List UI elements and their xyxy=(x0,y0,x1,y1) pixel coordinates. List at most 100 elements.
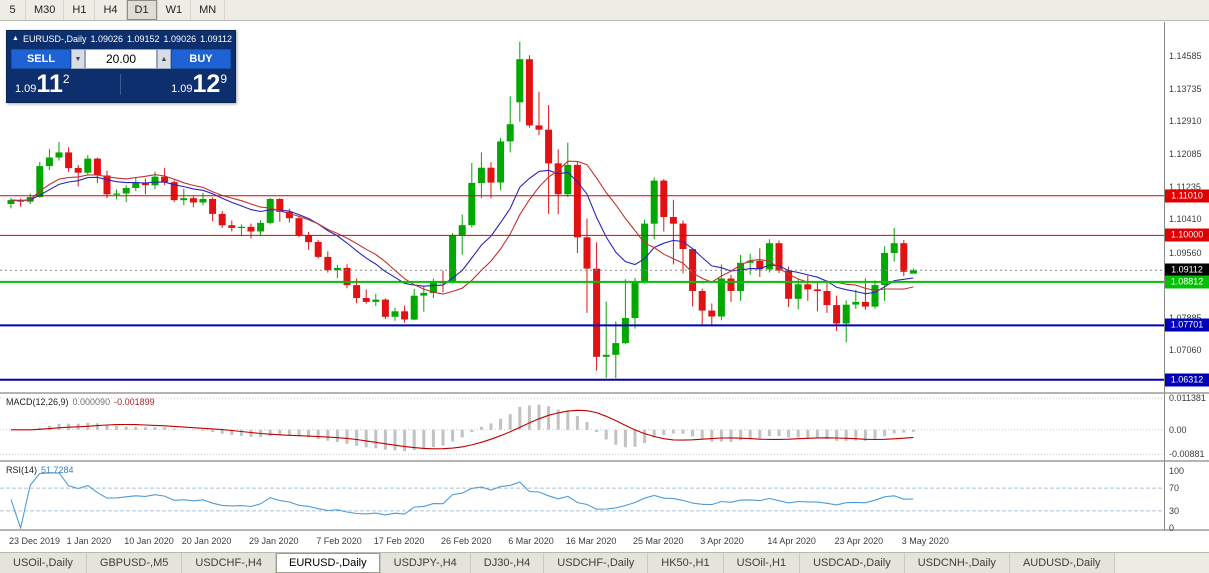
line-price-label: 1.11010 xyxy=(1165,189,1209,203)
rsi-line xyxy=(10,472,914,529)
rsi-indicator-label: RSI(14) 51.7284 xyxy=(6,465,78,475)
date-axis-label: 25 Mar 2020 xyxy=(633,536,684,546)
chart-tab-usdjpy-h4[interactable]: USDJPY-,H4 xyxy=(380,553,471,573)
macd-name: MACD(12,26,9) xyxy=(6,397,69,407)
chart-symbol-label: EURUSD-,Daily xyxy=(22,33,87,44)
buy-price-prefix: 1.09 xyxy=(171,83,193,95)
ohlc-high: 1.09152 xyxy=(127,33,160,44)
macd-histogram-layer xyxy=(19,404,915,452)
timeframe-button-5[interactable]: 5 xyxy=(0,0,26,20)
rsi-axis-tick: 100 xyxy=(1169,466,1185,476)
macd-axis-tick: -0.00881 xyxy=(1169,449,1205,460)
timeframe-button-mn[interactable]: MN xyxy=(191,0,226,20)
main-price-chart[interactable] xyxy=(0,22,1164,392)
date-axis-label: 7 Feb 2020 xyxy=(316,536,362,546)
chart-tabs-bar: USOil-,Daily GBPUSD-,M5 USDCHF-,H4 EURUSD-,… xyxy=(0,552,1209,573)
rsi-value: 51.7284 xyxy=(41,465,74,475)
date-axis-label: 3 May 2020 xyxy=(901,536,949,546)
sell-button[interactable]: SELL xyxy=(11,49,71,69)
one-click-trading-panel: ▲ EURUSD-,Daily 1.09026 1.09152 1.09026 … xyxy=(6,30,236,103)
arrow-up-icon: ▲ xyxy=(160,55,168,63)
macd-main-value: 0.000090 xyxy=(72,397,111,407)
line-price-label: 1.08812 xyxy=(1165,275,1209,289)
rsi-axis-tick: 70 xyxy=(1169,483,1180,494)
macd-signal-value: -0.001899 xyxy=(114,397,155,407)
chart-tab-usdchf-h4[interactable]: USDCHF-,H4 xyxy=(182,553,276,573)
sell-price-display: 1.09 11 2 xyxy=(15,72,70,97)
macd-indicator-chart[interactable] xyxy=(0,394,1164,460)
date-axis-label: 29 Jan 2020 xyxy=(249,536,299,546)
macd-levels-layer xyxy=(0,397,1164,455)
panel-splitter[interactable] xyxy=(0,460,1209,462)
price-axis-tick: 1.07885 xyxy=(1169,313,1202,323)
chart-tab-usdcnh-daily[interactable]: USDCNH-,Daily xyxy=(904,553,1010,573)
macd-axis-tick: 0.00 xyxy=(1169,424,1187,435)
timeframe-button-d1[interactable]: D1 xyxy=(126,0,158,20)
line-price-label: 1.06312 xyxy=(1165,373,1209,387)
chart-tab-usoil-h1[interactable]: USOil-,H1 xyxy=(723,553,801,573)
rsi-axis-tick: 30 xyxy=(1169,505,1180,516)
price-axis-tick: 1.13735 xyxy=(1169,84,1202,95)
price-axis-tick: 1.12910 xyxy=(1169,116,1202,127)
sell-price-pip: 2 xyxy=(62,72,70,86)
chart-tab-audusd-daily[interactable]: AUDUSD-,Daily xyxy=(1009,553,1115,573)
panel-splitter[interactable] xyxy=(0,529,1209,531)
panel-splitter[interactable] xyxy=(0,392,1209,394)
buy-price-pip: 9 xyxy=(220,72,227,86)
price-axis-border xyxy=(1164,22,1165,530)
buy-price-big: 12 xyxy=(192,70,221,98)
line-price-label: 1.07701 xyxy=(1165,318,1209,332)
buy-button[interactable]: BUY xyxy=(171,49,231,69)
rsi-indicator-chart[interactable] xyxy=(0,462,1164,529)
timeframe-button-m30[interactable]: M30 xyxy=(26,0,65,20)
rsi-axis-tick: 0 xyxy=(1169,523,1175,533)
ohlc-low: 1.09026 xyxy=(163,33,197,44)
chart-tab-eurusd-daily[interactable]: EURUSD-,Daily xyxy=(276,553,381,573)
chart-tab-usoil-daily[interactable]: USOil-,Daily xyxy=(0,553,87,573)
line-price-label: 1.10000 xyxy=(1165,228,1209,242)
date-axis-label: 14 Apr 2020 xyxy=(767,536,816,546)
date-axis-label: 3 Apr 2020 xyxy=(700,536,744,546)
sell-price-big: 11 xyxy=(36,70,63,98)
timeframe-toolbar: 5 M30 H1 H4 D1 W1 MN xyxy=(0,0,1209,21)
date-axis-label: 10 Jan 2020 xyxy=(124,536,174,546)
price-axis-tick: 1.11235 xyxy=(1169,182,1201,193)
time-axis[interactable]: 23 Dec 2019 1 Jan 2020 10 Jan 2020 20 Jan 2… xyxy=(0,531,1164,552)
chart-tab-usdchf-daily[interactable]: USDCHF-,Daily xyxy=(544,553,649,573)
price-axis-tick: 1.14585 xyxy=(1169,50,1202,61)
macd-indicator-label: MACD(12,26,9) 0.000090 -0.001899 xyxy=(6,397,159,407)
date-axis-label: 1 Jan 2020 xyxy=(66,536,112,546)
ohlc-open: 1.09026 xyxy=(90,33,123,44)
timeframe-button-h1[interactable]: H1 xyxy=(64,0,96,20)
chart-tab-hk50-h1[interactable]: HK50-,H1 xyxy=(648,553,724,573)
date-axis-label: 17 Feb 2020 xyxy=(373,536,425,546)
macd-axis-tick: 0.011381 xyxy=(1169,392,1206,403)
volume-decrease-button[interactable]: ▼ xyxy=(71,49,85,69)
date-axis-label: 6 Mar 2020 xyxy=(508,536,554,546)
macd-signal-line xyxy=(11,409,914,450)
timeframe-button-h4[interactable]: H4 xyxy=(95,0,127,20)
ohlc-close: 1.09112 xyxy=(200,33,232,44)
date-axis-label: 16 Mar 2020 xyxy=(565,536,617,546)
arrow-down-icon: ▼ xyxy=(74,55,82,63)
collapse-panel-icon[interactable]: ▲ xyxy=(12,35,19,42)
buy-price-display: 1.09 12 9 xyxy=(171,72,227,97)
chart-tab-gbpusd-m5[interactable]: GBPUSD-,M5 xyxy=(86,553,183,573)
date-axis-label: 23 Dec 2019 xyxy=(9,536,61,546)
current-price-label: 1.09112 xyxy=(1165,263,1209,277)
price-axis-tick: 1.09560 xyxy=(1169,247,1202,258)
rsi-name: RSI(14) xyxy=(6,465,38,475)
trade-controls-row: SELL ▼ ▲ BUY xyxy=(7,46,235,71)
date-axis-label: 20 Jan 2020 xyxy=(181,536,232,546)
timeframe-button-w1[interactable]: W1 xyxy=(157,0,192,20)
chart-tab-dj30-h4[interactable]: DJ30-,H4 xyxy=(470,553,545,573)
volume-input[interactable] xyxy=(85,49,157,69)
horizontal-lines-layer xyxy=(0,195,1164,381)
volume-increase-button[interactable]: ▲ xyxy=(157,49,171,69)
price-divider xyxy=(119,74,121,95)
chart-tab-usdcad-daily[interactable]: USDCAD-,Daily xyxy=(800,553,905,573)
chart-info-header: ▲ EURUSD-,Daily 1.09026 1.09152 1.09026 … xyxy=(7,31,235,46)
price-axis-tick: 1.07060 xyxy=(1169,345,1202,356)
bid-ask-display: 1.09 11 2 1.09 12 9 xyxy=(7,71,235,102)
